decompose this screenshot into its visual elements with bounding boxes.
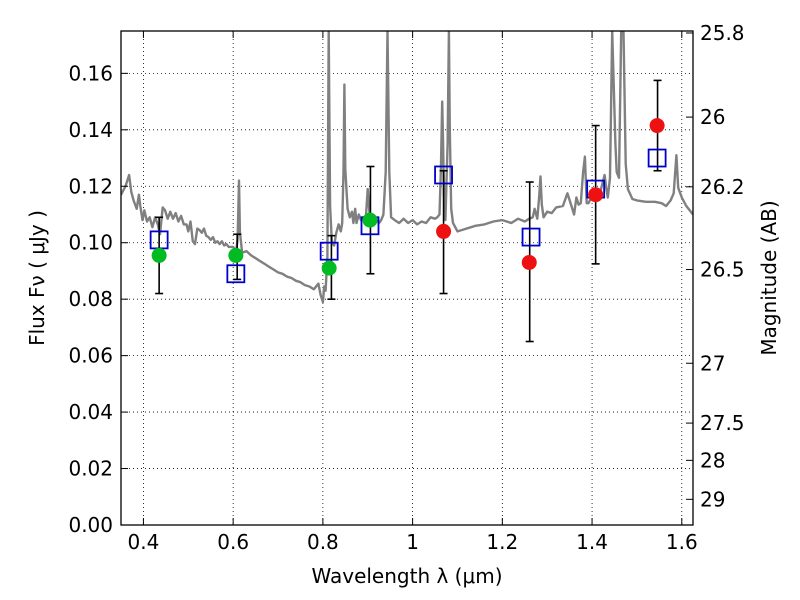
- y-right-tick-label: 26.2: [700, 175, 745, 199]
- plot-area: [121, 31, 693, 343]
- x-tick-label: 0.6: [217, 530, 249, 554]
- y-right-tick-label: 25.8: [700, 21, 745, 45]
- x-axis-title: Wavelength λ (μm): [311, 564, 502, 588]
- y-right-tick-label: 27: [700, 351, 725, 375]
- y-tick-label: 0.14: [68, 118, 113, 142]
- y-tick-label: 0.12: [68, 174, 113, 198]
- y-right-tick-label: 27.5: [700, 411, 745, 435]
- y-right-tick-label: 26: [700, 105, 725, 129]
- data-markers: [149, 118, 667, 284]
- x-tick-label: 1: [406, 530, 419, 554]
- model-photometry-square: [521, 227, 541, 247]
- y-tick-label: 0.00: [68, 513, 113, 537]
- y-tick-label: 0.02: [68, 457, 113, 481]
- observed-point: [321, 260, 337, 276]
- y-axis-title: Flux Fν ( μJy ): [25, 210, 49, 346]
- model-photometry-square: [647, 148, 667, 168]
- x-tick-label: 1.4: [576, 530, 608, 554]
- y-right-tick-label: 29: [700, 487, 725, 511]
- y-right-tick-label: 28: [700, 448, 725, 472]
- observed-point: [649, 118, 665, 134]
- observed-point: [436, 223, 452, 239]
- model-photometry-square: [319, 241, 339, 261]
- model-photometry-square: [434, 165, 453, 185]
- observed-point: [521, 254, 537, 270]
- observed-point: [362, 212, 378, 228]
- y-tick-label: 0.10: [68, 231, 113, 255]
- y-tick-label: 0.08: [68, 287, 113, 311]
- x-tick-label: 1.6: [666, 530, 698, 554]
- y-right-tick-label: 26.5: [700, 258, 745, 282]
- error-bars: [155, 79, 662, 343]
- observed-point: [151, 247, 167, 263]
- x-tick-label: 0.8: [307, 530, 339, 554]
- model-spectrum-line: [121, 31, 693, 304]
- observed-point: [588, 187, 604, 203]
- axis-ticks: 0.4 0.6 0.8 1 1.2 1.4 1.6 0.00 0.02 0.04 0.06 0.08 0…: [68, 21, 744, 554]
- y-right-axis-title: Magnitude (AB): [757, 200, 781, 355]
- y-tick-label: 0.16: [68, 61, 113, 85]
- x-tick-label: 1.2: [486, 530, 518, 554]
- grid: [121, 31, 693, 525]
- model-photometry-square: [226, 264, 246, 284]
- observed-point: [228, 247, 244, 263]
- plot-frame: [120, 30, 694, 526]
- y-tick-label: 0.06: [68, 344, 113, 368]
- x-tick-label: 0.4: [128, 530, 160, 554]
- y-tick-label: 0.04: [68, 400, 113, 424]
